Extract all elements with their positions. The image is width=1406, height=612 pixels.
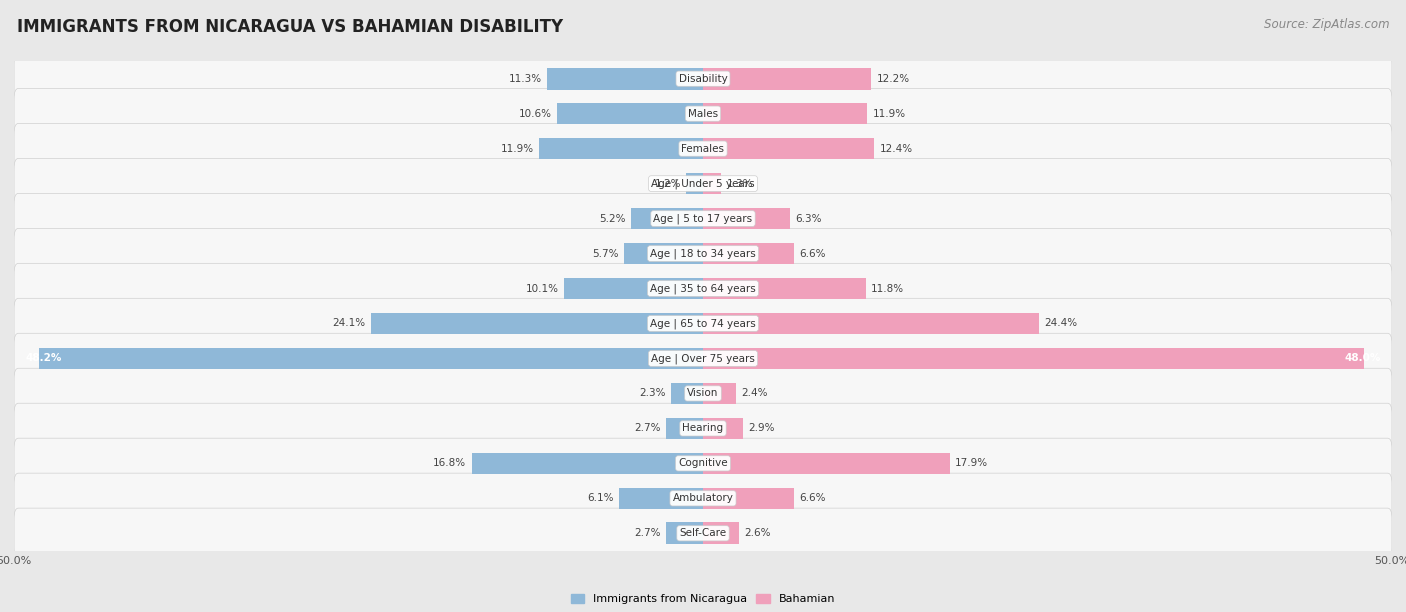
FancyBboxPatch shape	[14, 334, 1392, 384]
Bar	[666, 523, 703, 544]
Text: Vision: Vision	[688, 389, 718, 398]
Bar	[703, 103, 868, 124]
Bar	[547, 68, 703, 89]
Bar	[703, 173, 721, 195]
Text: 2.4%: 2.4%	[741, 389, 768, 398]
Text: 1.2%: 1.2%	[654, 179, 681, 188]
FancyBboxPatch shape	[14, 368, 1392, 419]
Text: 17.9%: 17.9%	[955, 458, 988, 468]
Text: 10.1%: 10.1%	[526, 283, 558, 294]
Bar	[703, 452, 949, 474]
Text: Age | 5 to 17 years: Age | 5 to 17 years	[654, 214, 752, 224]
Text: 5.7%: 5.7%	[592, 248, 619, 258]
Text: Age | 18 to 34 years: Age | 18 to 34 years	[650, 248, 756, 259]
Text: 24.1%: 24.1%	[332, 318, 366, 329]
Text: Hearing: Hearing	[682, 424, 724, 433]
Text: 11.9%: 11.9%	[873, 109, 905, 119]
Text: 12.4%: 12.4%	[879, 144, 912, 154]
Bar	[703, 523, 738, 544]
FancyBboxPatch shape	[14, 473, 1392, 523]
Bar	[624, 243, 703, 264]
Bar	[703, 348, 1364, 369]
Bar	[703, 382, 737, 405]
Text: 6.6%: 6.6%	[800, 493, 825, 503]
Text: Age | 35 to 64 years: Age | 35 to 64 years	[650, 283, 756, 294]
Text: Age | Over 75 years: Age | Over 75 years	[651, 353, 755, 364]
FancyBboxPatch shape	[14, 53, 1392, 104]
Text: IMMIGRANTS FROM NICARAGUA VS BAHAMIAN DISABILITY: IMMIGRANTS FROM NICARAGUA VS BAHAMIAN DI…	[17, 18, 562, 36]
Text: 6.1%: 6.1%	[586, 493, 613, 503]
Text: Self-Care: Self-Care	[679, 528, 727, 539]
Text: 11.8%: 11.8%	[872, 283, 904, 294]
Bar	[703, 243, 794, 264]
Bar	[671, 382, 703, 405]
Legend: Immigrants from Nicaragua, Bahamian: Immigrants from Nicaragua, Bahamian	[567, 589, 839, 609]
Text: Source: ZipAtlas.com: Source: ZipAtlas.com	[1264, 18, 1389, 31]
FancyBboxPatch shape	[14, 193, 1392, 244]
FancyBboxPatch shape	[14, 124, 1392, 174]
Text: 10.6%: 10.6%	[519, 109, 551, 119]
Bar	[471, 452, 703, 474]
Text: 2.7%: 2.7%	[634, 424, 661, 433]
Text: 2.9%: 2.9%	[748, 424, 775, 433]
Text: 6.6%: 6.6%	[800, 248, 825, 258]
Text: Disability: Disability	[679, 73, 727, 84]
Text: Age | 65 to 74 years: Age | 65 to 74 years	[650, 318, 756, 329]
FancyBboxPatch shape	[14, 298, 1392, 349]
Text: 11.9%: 11.9%	[501, 144, 533, 154]
Text: 1.3%: 1.3%	[727, 179, 754, 188]
FancyBboxPatch shape	[14, 403, 1392, 453]
Bar	[703, 313, 1039, 334]
Bar	[703, 278, 866, 299]
FancyBboxPatch shape	[14, 89, 1392, 139]
Text: 2.7%: 2.7%	[634, 528, 661, 539]
FancyBboxPatch shape	[14, 263, 1392, 314]
Bar	[686, 173, 703, 195]
Text: 12.2%: 12.2%	[876, 73, 910, 84]
Text: 11.3%: 11.3%	[509, 73, 541, 84]
Text: 16.8%: 16.8%	[433, 458, 465, 468]
Bar	[39, 348, 703, 369]
FancyBboxPatch shape	[14, 159, 1392, 209]
Bar	[631, 207, 703, 230]
Bar	[703, 488, 794, 509]
Bar	[666, 417, 703, 439]
Text: 48.0%: 48.0%	[1344, 354, 1381, 364]
Text: Age | Under 5 years: Age | Under 5 years	[651, 178, 755, 189]
Bar	[703, 68, 872, 89]
FancyBboxPatch shape	[14, 508, 1392, 559]
Bar	[564, 278, 703, 299]
Bar	[703, 417, 742, 439]
Text: Females: Females	[682, 144, 724, 154]
Text: 5.2%: 5.2%	[599, 214, 626, 223]
Bar	[371, 313, 703, 334]
Text: 2.6%: 2.6%	[744, 528, 770, 539]
Text: Males: Males	[688, 109, 718, 119]
Text: 2.3%: 2.3%	[640, 389, 666, 398]
Text: Cognitive: Cognitive	[678, 458, 728, 468]
FancyBboxPatch shape	[14, 438, 1392, 488]
Bar	[619, 488, 703, 509]
Text: 24.4%: 24.4%	[1045, 318, 1078, 329]
Text: 6.3%: 6.3%	[796, 214, 823, 223]
Bar	[703, 207, 790, 230]
Bar	[557, 103, 703, 124]
Bar	[538, 138, 703, 160]
Text: 48.2%: 48.2%	[25, 354, 62, 364]
FancyBboxPatch shape	[14, 228, 1392, 278]
Text: Ambulatory: Ambulatory	[672, 493, 734, 503]
Bar	[703, 138, 875, 160]
